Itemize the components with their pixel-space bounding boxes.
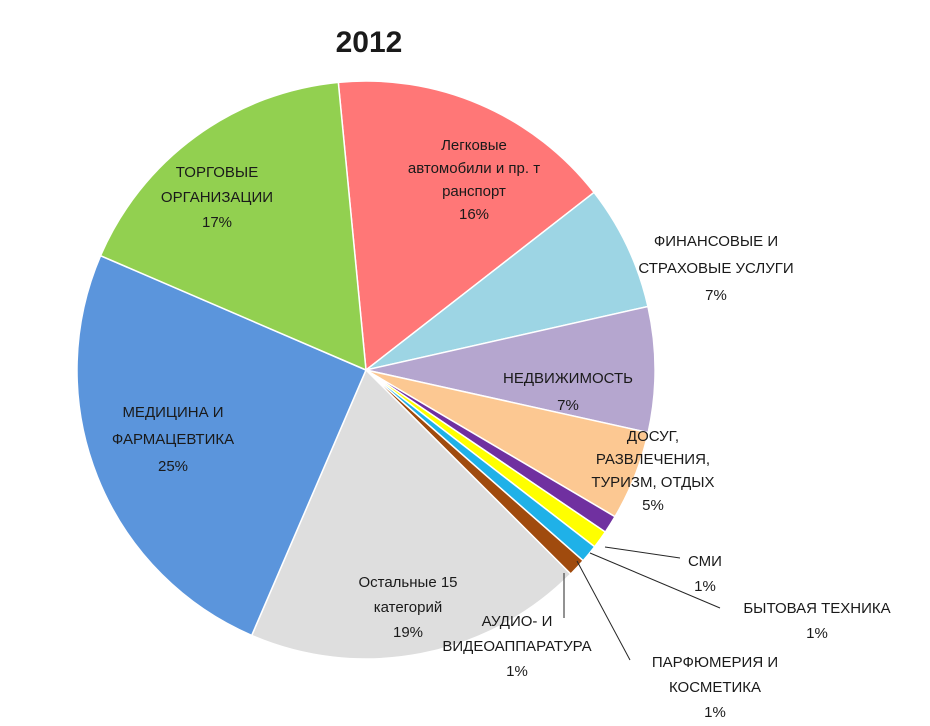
slice-label-line: ОРГАНИЗАЦИИ <box>161 189 273 206</box>
slice-label-line: ПАРФЮМЕРИЯ И <box>652 654 778 671</box>
pie-slices <box>76 80 656 660</box>
slice-label: МЕДИЦИНА И ФАРМАЦЕВТИКА 25% <box>112 404 234 475</box>
slice-label-line: ДОСУГ, <box>627 428 679 445</box>
slice-label-line: ФАРМАЦЕВТИКА <box>112 431 234 448</box>
slice-label-line: ТУРИЗМ, ОТДЫХ <box>591 474 714 491</box>
pie-slice <box>365 305 656 434</box>
slice-label-line: БЫТОВАЯ ТЕХНИКА <box>743 600 890 617</box>
leader-line <box>589 552 721 609</box>
slice-label-line: МЕДИЦИНА И <box>122 404 223 421</box>
slice-percent: 7% <box>705 287 727 304</box>
chart-title: 2012 <box>336 26 403 59</box>
slice-label-line: ВИДЕОАППАРАТУРА <box>442 638 591 655</box>
leader-lines <box>563 546 721 661</box>
slice-percent: 1% <box>506 663 528 680</box>
leader-line <box>576 560 631 661</box>
slice-percent: 19% <box>393 624 423 641</box>
slice-percent: 5% <box>642 497 664 514</box>
leader-line <box>604 546 681 559</box>
slice-percent: 1% <box>694 578 716 595</box>
slice-label-line: категорий <box>374 599 443 616</box>
slice-percent: 1% <box>806 625 828 642</box>
slice-label: НЕДВИЖИМОСТЬ 7% <box>503 370 633 414</box>
slice-percent: 16% <box>459 206 489 223</box>
slice-label: Остальные 15 категорий 19% <box>358 574 457 641</box>
slice-label-line: ТОРГОВЫЕ <box>176 164 258 181</box>
slice-label: СМИ 1% <box>688 553 722 595</box>
slice-label-line: СТРАХОВЫЕ УСЛУГИ <box>638 260 793 277</box>
slice-label-line: Остальные 15 <box>358 574 457 591</box>
slice-label: Легковые автомобили и пр. т ранспорт 16% <box>408 137 540 223</box>
slice-label-line: РАЗВЛЕЧЕНИЯ, <box>596 451 710 468</box>
slice-percent: 25% <box>158 458 188 475</box>
slice-label-line: КОСМЕТИКА <box>669 679 761 696</box>
slice-label-line: ранспорт <box>442 183 506 200</box>
slice-label-line: ФИНАНСОВЫЕ И <box>654 233 778 250</box>
slice-label: АУДИО- И ВИДЕОАППАРАТУРА 1% <box>442 613 591 680</box>
pie-slice <box>76 254 367 637</box>
slice-label-line: СМИ <box>688 553 722 570</box>
pie-slice <box>365 191 649 371</box>
slice-label: БЫТОВАЯ ТЕХНИКА 1% <box>743 600 890 642</box>
slice-label: ДОСУГ, РАЗВЛЕЧЕНИЯ, ТУРИЗМ, ОТДЫХ 5% <box>591 428 714 514</box>
pie-slice <box>250 368 572 660</box>
slice-percent: 17% <box>202 214 232 231</box>
slice-label-line: Легковые <box>441 137 507 154</box>
slice-percent: 7% <box>557 397 579 414</box>
slice-label-line: автомобили и пр. т <box>408 160 540 177</box>
slice-label-line: АУДИО- И <box>482 613 553 630</box>
pie-slice <box>99 81 367 372</box>
pie-slice <box>337 80 596 372</box>
slice-label: ТОРГОВЫЕ ОРГАНИЗАЦИИ 17% <box>161 164 273 231</box>
slice-labels: Легковые автомобили и пр. т ранспорт 16% ФИН… <box>112 137 891 721</box>
slice-label: ФИНАНСОВЫЕ И СТРАХОВЫЕ УСЛУГИ 7% <box>638 233 793 304</box>
slice-label: ПАРФЮМЕРИЯ И КОСМЕТИКА 1% <box>652 654 778 721</box>
slice-percent: 1% <box>704 704 726 721</box>
slice-label-line: НЕДВИЖИМОСТЬ <box>503 370 633 387</box>
